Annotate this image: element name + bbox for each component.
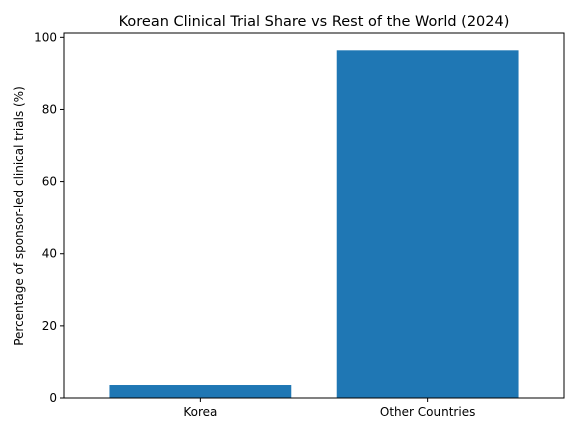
- x-tick-label: Korea: [183, 405, 217, 419]
- x-axis-ticks: Korea Other Countries: [183, 398, 475, 419]
- y-tick-label: 100: [34, 30, 57, 44]
- chart-title: Korean Clinical Trial Share vs Rest of t…: [119, 14, 510, 30]
- bar-other-countries: [336, 50, 519, 399]
- y-axis-label: Percentage of sponsor-led clinical trial…: [12, 86, 26, 346]
- y-axis-ticks: 0 20 40 60 80 100: [34, 30, 64, 405]
- y-tick-label: 40: [42, 247, 57, 261]
- x-tick-label: Other Countries: [380, 405, 475, 419]
- bar-korea: [109, 385, 292, 398]
- y-tick-label: 20: [42, 319, 57, 333]
- y-tick-label: 80: [42, 102, 57, 116]
- bars-group: [109, 50, 519, 399]
- y-tick-label: 60: [42, 175, 57, 189]
- plot-frame: [63, 32, 565, 399]
- y-tick-label: 0: [49, 391, 57, 405]
